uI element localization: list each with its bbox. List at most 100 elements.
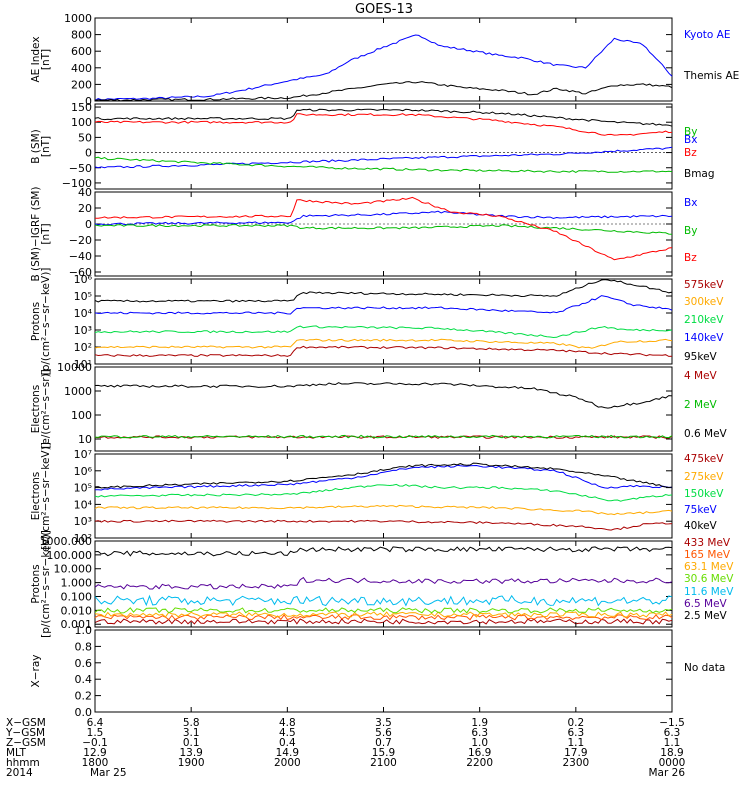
y-tick-label: 10	[78, 433, 92, 446]
y-tick-label: 0.100	[61, 590, 93, 603]
axis-cell: 0.4	[279, 737, 296, 749]
legend-entry: 150keV	[684, 488, 724, 500]
y-tick-label: 0	[85, 218, 92, 231]
series-line	[94, 483, 673, 502]
axis-cell: 3.5	[375, 717, 392, 729]
series-line	[94, 146, 673, 169]
y-tick-label: 20	[78, 202, 92, 215]
axis-cell: 1.1	[567, 737, 584, 749]
y-tick-label: 40	[78, 186, 92, 199]
y-tick-label: 0	[85, 95, 92, 108]
series-line	[94, 504, 673, 516]
y-tick-label: 0.0	[75, 706, 93, 719]
legend-entry: Bz	[684, 252, 697, 264]
axis-cell: 5.8	[183, 717, 200, 729]
y-tick-label: −40	[69, 250, 92, 263]
legend-entry: 210keV	[684, 314, 724, 326]
series-line	[94, 34, 673, 101]
y-axis-label: X−ray	[30, 655, 42, 688]
y-tick-label: 10⁷	[74, 448, 92, 461]
legend-entry: 2.5 MeV	[684, 610, 728, 622]
y-tick-label: −20	[69, 234, 92, 247]
legend-entry: Bmag	[684, 168, 715, 180]
axis-row-label: 2014	[6, 767, 33, 779]
y-tick-label: 10⁴	[74, 307, 93, 320]
axis-cell: 6.4	[87, 717, 104, 729]
y-tick-label: 50	[78, 131, 92, 144]
y-tick-label: 10⁴	[74, 498, 93, 511]
y-tick-label: −50	[69, 162, 92, 175]
y-axis-unit: [p/(cm²−s−sr−keV)]	[40, 268, 52, 376]
series-line	[94, 519, 673, 531]
series-line	[94, 108, 673, 127]
y-axis-label: Electrons	[30, 472, 42, 521]
panel-frame	[94, 103, 673, 190]
y-axis-unit: [nT]	[40, 223, 52, 244]
no-data-label: No data	[684, 662, 725, 674]
y-axis-label: B (SM)−IGRF (SM)	[30, 186, 42, 281]
axis-cell: 6.3	[664, 727, 681, 739]
series-line	[94, 576, 673, 590]
axis-cell: 2200	[466, 757, 493, 769]
legend-entry: 165 MeV	[684, 549, 731, 561]
y-tick-label: 1000	[64, 12, 92, 25]
legend-entry: 433 MeV	[684, 537, 731, 549]
y-tick-label: 400	[71, 62, 92, 75]
y-axis-label: Protons	[30, 302, 42, 341]
panel-frame	[94, 191, 673, 277]
legend-entry: Kyoto AE	[684, 29, 730, 41]
y-tick-label: 10³	[74, 515, 92, 528]
axis-cell: 1800	[82, 757, 109, 769]
legend-entry: 2 MeV	[684, 399, 718, 411]
axis-cell: 1.0	[471, 737, 488, 749]
axis-cell: 16.9	[468, 747, 491, 759]
legend-entry: Bx	[684, 197, 697, 209]
series-line	[94, 156, 673, 173]
axis-cell: 1.9	[471, 717, 488, 729]
legend-entry: 300keV	[684, 296, 724, 308]
panel-frame	[94, 366, 673, 452]
panel-frame	[94, 629, 673, 713]
legend-entry: 475keV	[684, 453, 724, 465]
axis-cell: 0.2	[567, 717, 584, 729]
legend-entry: 6.5 MeV	[684, 598, 728, 610]
series-line	[94, 607, 673, 614]
series-line	[94, 435, 673, 439]
axis-cell: 2100	[370, 757, 397, 769]
y-tick-label: 800	[71, 29, 92, 42]
axis-cell: 15.9	[372, 747, 395, 759]
legend-entry: Bz	[684, 147, 697, 159]
axis-cell: 18.9	[660, 747, 683, 759]
axis-cell: −1.5	[659, 717, 685, 729]
axis-row-label: Y−GSM	[5, 727, 45, 739]
y-tick-label: 10¹	[74, 358, 92, 371]
y-tick-label: −100	[62, 177, 92, 190]
y-tick-label: 10²	[74, 532, 92, 545]
legend-entry: 75keV	[684, 504, 718, 516]
y-tick-label: −60	[69, 266, 92, 279]
y-tick-label: 100	[71, 116, 92, 129]
axis-cell: 2000	[274, 757, 301, 769]
legend-entry: 0.6 MeV	[684, 428, 728, 440]
y-axis-unit: [p/(cm²−s−sr−keV)]	[40, 530, 52, 638]
y-axis-unit: [e/(cm²−s−sr−keV)]	[40, 442, 52, 550]
y-tick-label: 10⁵	[74, 290, 92, 303]
legend-entry: By	[684, 225, 697, 237]
y-tick-label: 0	[85, 147, 92, 160]
axis-cell: −0.1	[82, 737, 108, 749]
series-line	[94, 462, 673, 489]
series-line	[94, 345, 673, 357]
series-line	[94, 279, 673, 303]
y-axis-unit: [e/(cm²−s−sr)]	[40, 369, 52, 448]
axis-cell: 17.9	[564, 747, 587, 759]
y-tick-label: 1.000	[61, 577, 93, 590]
series-line	[95, 196, 673, 261]
axis-cell: 4.8	[279, 717, 296, 729]
axis-cell: 14.9	[276, 747, 299, 759]
series-line	[94, 546, 673, 557]
series-line	[94, 434, 673, 439]
legend-entry: 95keV	[684, 351, 718, 363]
axis-cell: 6.3	[567, 727, 584, 739]
y-axis-label: Protons	[30, 564, 42, 603]
